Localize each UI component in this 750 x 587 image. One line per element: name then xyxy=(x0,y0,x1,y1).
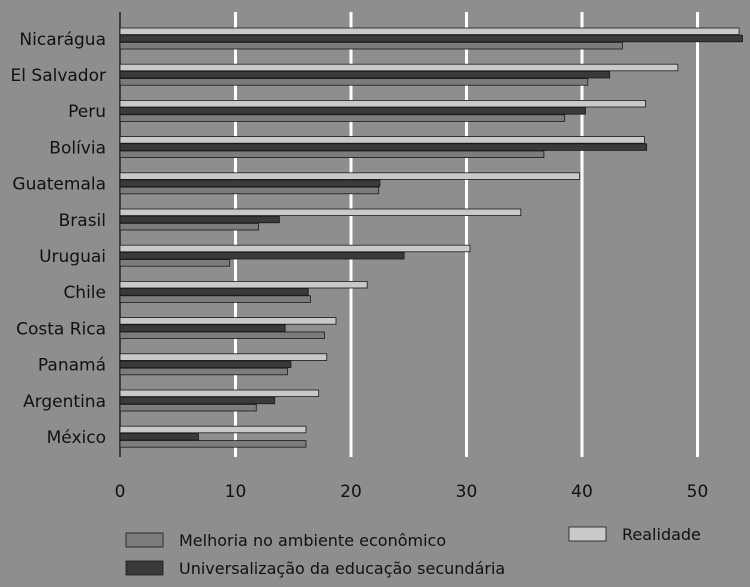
bar-0-11 xyxy=(119,425,307,434)
bar-1-2 xyxy=(119,107,586,115)
bar-2-9 xyxy=(119,367,288,376)
bar-2-5 xyxy=(119,222,260,231)
bar-0-3 xyxy=(119,136,645,144)
bar-0-6 xyxy=(119,244,471,253)
category-label: Uruguai xyxy=(39,247,106,267)
bar-2-0 xyxy=(119,42,623,50)
bar-2-1 xyxy=(119,78,589,86)
legend-label-1: Universalização da educação secundária xyxy=(179,559,505,578)
bar-1-9 xyxy=(119,360,292,368)
bar-1-4 xyxy=(119,179,381,187)
bar-2-4 xyxy=(119,186,380,195)
bar-0-1 xyxy=(119,63,679,72)
bar-1-1 xyxy=(119,71,611,79)
x-tick-label: 30 xyxy=(456,482,478,502)
legend-swatch-0 xyxy=(125,532,164,548)
bar-2-8 xyxy=(119,331,325,339)
x-tick-label: 40 xyxy=(571,482,593,502)
legend-label-2: Realidade xyxy=(622,525,701,544)
bar-2-7 xyxy=(119,295,311,303)
category-label: Argentina xyxy=(23,392,106,412)
legend-label-0: Melhoria no ambiente econômico xyxy=(179,531,446,550)
category-label: Panamá xyxy=(38,356,106,376)
bar-0-4 xyxy=(119,172,581,180)
category-label: Guatemala xyxy=(12,175,106,195)
bar-2-3 xyxy=(119,150,545,158)
x-tick-label: 50 xyxy=(687,482,709,502)
bar-0-8 xyxy=(119,317,337,325)
legend: Melhoria no ambiente econômico Universali… xyxy=(125,525,701,578)
category-label: Peru xyxy=(68,102,106,122)
bar-1-11 xyxy=(119,432,199,441)
bar-1-8 xyxy=(119,324,286,332)
category-label: México xyxy=(47,428,106,448)
category-label: Costa Rica xyxy=(16,319,106,339)
bar-0-9 xyxy=(119,353,328,361)
bar-2-6 xyxy=(119,259,231,267)
bar-2-2 xyxy=(119,114,566,122)
bar-1-10 xyxy=(119,396,276,405)
bar-0-10 xyxy=(119,389,320,397)
grid-lines xyxy=(119,12,699,457)
legend-swatch-2 xyxy=(568,526,607,542)
category-label: Nicarágua xyxy=(19,30,106,50)
category-label: El Salvador xyxy=(11,66,106,86)
category-label: Bolívia xyxy=(49,138,106,158)
bar-0-0 xyxy=(119,27,740,35)
x-tick-label: 20 xyxy=(340,482,362,502)
legend-swatch-1 xyxy=(125,560,164,576)
bar-1-0 xyxy=(119,34,743,43)
bars xyxy=(119,27,743,448)
category-label: Chile xyxy=(63,283,106,303)
bar-1-7 xyxy=(119,288,309,296)
bar-1-3 xyxy=(119,143,648,151)
category-labels: Nicarágua El Salvador Peru Bolívia Guatemala… xyxy=(11,30,106,448)
bar-1-6 xyxy=(119,251,405,260)
x-tick-label: 10 xyxy=(225,482,247,502)
x-axis-ticks: 0 10 20 30 40 50 xyxy=(115,482,709,502)
x-tick-label: 0 xyxy=(115,482,126,502)
bar-1-5 xyxy=(119,215,280,224)
category-label: Brasil xyxy=(59,211,106,231)
bar-0-2 xyxy=(119,100,646,108)
bar-0-5 xyxy=(119,208,522,216)
bar-2-10 xyxy=(119,403,257,412)
bar-0-7 xyxy=(119,280,368,289)
plot-area xyxy=(119,12,750,457)
bar-2-11 xyxy=(119,440,307,448)
